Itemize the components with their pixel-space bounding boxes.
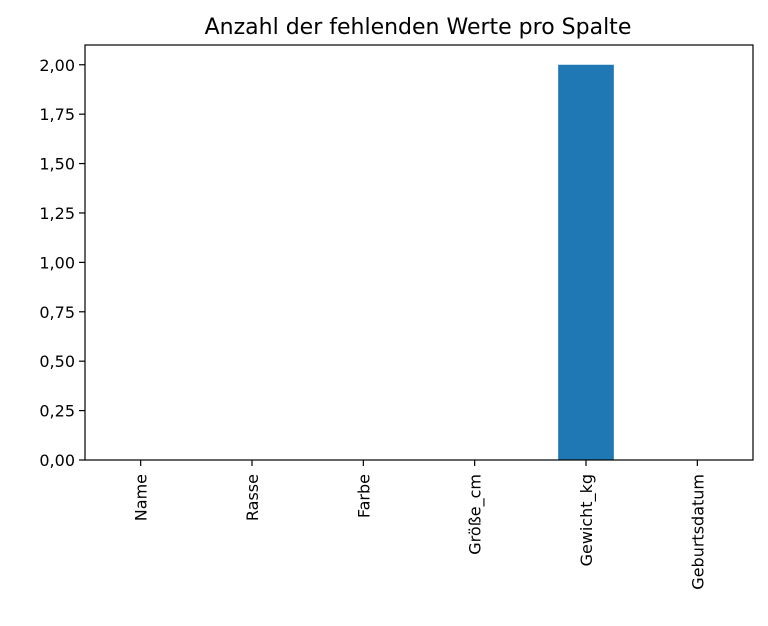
bar-4 — [558, 64, 614, 460]
y-tick-label-3: 0,75 — [39, 303, 75, 322]
y-tick-label-0: 0,00 — [39, 451, 75, 470]
x-tick-label-5: Geburtsdatum — [688, 474, 707, 590]
y-tick-label-4: 1,00 — [39, 253, 75, 272]
y-tick-label-1: 0,25 — [39, 402, 75, 421]
x-axis: Name Rasse Farbe Größe_cm Gewicht_kg Geburtsd… — [132, 460, 707, 590]
plot-frame — [84, 44, 754, 461]
bars-group — [558, 64, 614, 460]
x-tick-label-2: Farbe — [354, 474, 373, 518]
y-tick-label-8: 2,00 — [39, 56, 75, 75]
y-tick-label-7: 1,75 — [39, 105, 75, 124]
y-tick-label-6: 1,50 — [39, 155, 75, 174]
y-tick-label-5: 1,25 — [39, 204, 75, 223]
x-tick-label-0: Name — [132, 474, 151, 521]
x-tick-label-3: Größe_cm — [466, 474, 486, 555]
x-tick-label-4: Gewicht_kg — [577, 474, 597, 566]
x-tick-label-1: Rasse — [243, 474, 262, 521]
y-tick-label-2: 0,50 — [39, 352, 75, 371]
y-axis: 0,00 0,25 0,50 0,75 1,00 1,25 1,50 1,75 2,00 — [39, 56, 85, 470]
chart-title: Anzahl der fehlenden Werte pro Spalte — [205, 15, 632, 40]
